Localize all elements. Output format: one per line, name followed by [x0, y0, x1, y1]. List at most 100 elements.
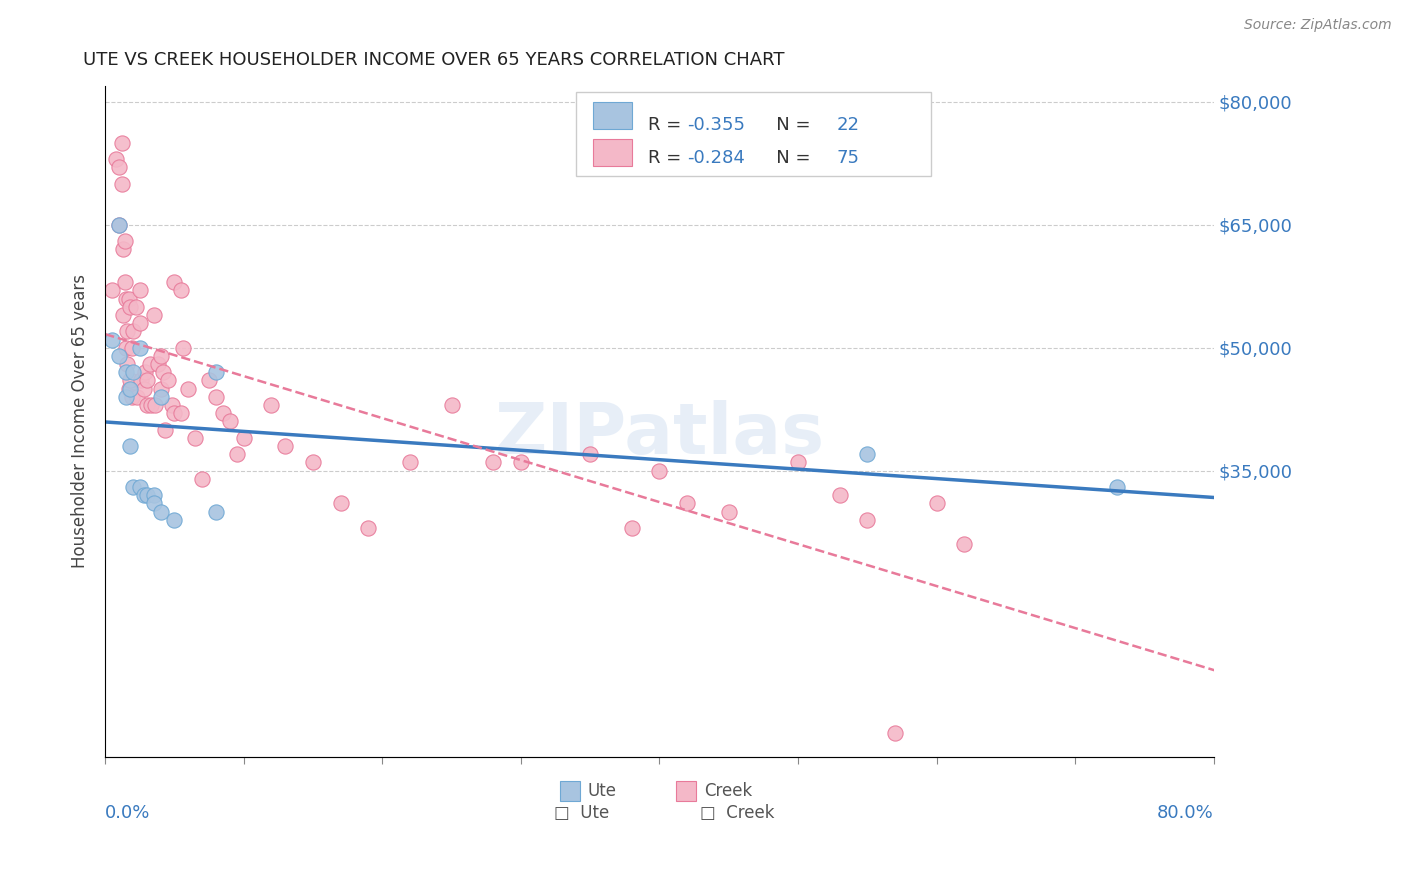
Point — [128, 480, 150, 494]
Point — [149, 505, 172, 519]
Point — [111, 177, 134, 191]
Point — [205, 505, 228, 519]
Text: R =: R = — [648, 116, 688, 134]
Point — [120, 300, 142, 314]
Point — [122, 365, 145, 379]
Point — [120, 439, 142, 453]
Point — [115, 341, 138, 355]
Point — [120, 374, 142, 388]
Point — [163, 406, 186, 420]
Point — [134, 365, 156, 379]
Point — [125, 300, 148, 314]
Point — [274, 439, 297, 453]
Point — [329, 496, 352, 510]
Text: R =: R = — [648, 149, 688, 168]
Point — [172, 341, 194, 355]
Point — [146, 357, 169, 371]
FancyBboxPatch shape — [593, 139, 631, 166]
Point — [121, 341, 143, 355]
Text: N =: N = — [759, 116, 817, 134]
Point — [302, 455, 325, 469]
Point — [648, 464, 671, 478]
Point — [440, 398, 463, 412]
Point — [118, 382, 141, 396]
Point — [191, 472, 214, 486]
Point — [212, 406, 235, 420]
Y-axis label: Householder Income Over 65 years: Householder Income Over 65 years — [72, 275, 89, 568]
Point — [115, 292, 138, 306]
Point — [170, 284, 193, 298]
Point — [125, 390, 148, 404]
Point — [111, 136, 134, 150]
Point — [509, 455, 531, 469]
Point — [122, 324, 145, 338]
Text: 75: 75 — [837, 149, 860, 168]
Text: N =: N = — [759, 149, 817, 168]
Point — [142, 496, 165, 510]
FancyBboxPatch shape — [560, 780, 579, 801]
Point — [118, 292, 141, 306]
Point — [138, 357, 160, 371]
Point — [260, 398, 283, 412]
Point — [149, 349, 172, 363]
Point — [357, 521, 380, 535]
Point — [105, 153, 128, 167]
FancyBboxPatch shape — [593, 103, 631, 129]
Point — [108, 218, 131, 232]
Point — [129, 374, 152, 388]
Point — [122, 480, 145, 494]
Point — [163, 275, 186, 289]
Point — [787, 455, 810, 469]
Point — [117, 357, 139, 371]
Point — [856, 447, 879, 461]
Point — [115, 390, 138, 404]
Point — [232, 431, 254, 445]
Point — [142, 308, 165, 322]
Text: 80.0%: 80.0% — [1157, 805, 1213, 822]
Point — [120, 382, 142, 396]
Point — [170, 406, 193, 420]
Point — [121, 390, 143, 404]
Text: □  Creek: □ Creek — [700, 805, 775, 822]
Point — [142, 488, 165, 502]
Point — [108, 218, 131, 232]
Point — [579, 447, 602, 461]
Point — [205, 365, 228, 379]
Point — [156, 374, 179, 388]
Point — [114, 275, 136, 289]
Text: 22: 22 — [837, 116, 860, 134]
Point — [132, 382, 155, 396]
Point — [149, 382, 172, 396]
Text: 0.0%: 0.0% — [105, 805, 150, 822]
Point — [135, 374, 157, 388]
Point — [101, 333, 124, 347]
Text: Ute: Ute — [588, 782, 616, 800]
Point — [925, 496, 948, 510]
Text: Source: ZipAtlas.com: Source: ZipAtlas.com — [1244, 18, 1392, 32]
Point — [620, 521, 643, 535]
Point — [163, 513, 186, 527]
Point — [160, 398, 183, 412]
Point — [184, 431, 207, 445]
Point — [399, 455, 422, 469]
Point — [717, 505, 740, 519]
Point — [132, 488, 155, 502]
Point — [1105, 480, 1128, 494]
Point — [112, 243, 135, 257]
Point — [101, 284, 124, 298]
Text: Creek: Creek — [704, 782, 752, 800]
Point — [128, 284, 150, 298]
Point — [219, 414, 242, 428]
Point — [135, 488, 157, 502]
Point — [143, 398, 166, 412]
Point — [856, 513, 879, 527]
Point — [128, 341, 150, 355]
Point — [482, 455, 505, 469]
Point — [205, 390, 228, 404]
Point — [115, 365, 138, 379]
Point — [198, 374, 221, 388]
Point — [114, 234, 136, 248]
Point — [128, 316, 150, 330]
Point — [828, 488, 851, 502]
Point — [112, 308, 135, 322]
